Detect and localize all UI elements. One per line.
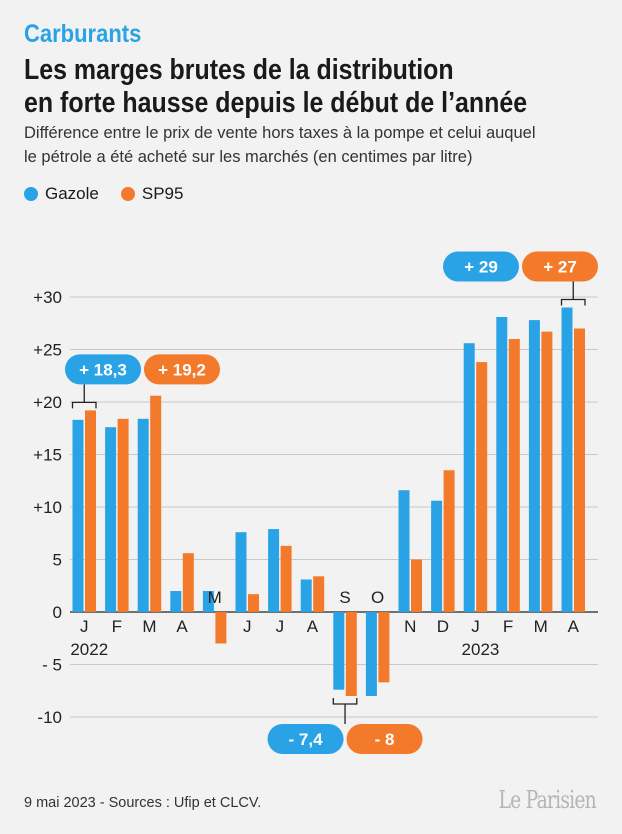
title-line-1: Les marges brutes de la distribution xyxy=(24,54,454,86)
bar-gazole xyxy=(398,490,410,612)
title-line-2: en forte hausse depuis le début de l’ann… xyxy=(24,87,528,119)
kicker: Carburants xyxy=(24,20,142,48)
y-tick-label: 5 xyxy=(53,551,62,570)
category-label: A xyxy=(568,617,580,636)
bar-gazole xyxy=(105,427,117,612)
legend-item-gazole: Gazole xyxy=(24,184,99,204)
source-note: 9 mai 2023 - Sources : Ufip et CLCV. xyxy=(24,795,262,811)
bar-sp95 xyxy=(280,545,292,612)
legend-swatch-gazole xyxy=(24,187,38,201)
legend-label-sp95: SP95 xyxy=(141,184,184,203)
category-label: J xyxy=(243,617,252,636)
bracket xyxy=(560,298,586,306)
bar-gazole xyxy=(333,612,345,690)
bar-sp95 xyxy=(508,339,520,612)
year-label: 2022 xyxy=(70,640,108,659)
category-label: F xyxy=(112,617,122,636)
category-label: J xyxy=(80,617,89,636)
bar-sp95 xyxy=(182,553,194,612)
bar-sp95 xyxy=(215,612,227,644)
legend: Gazole SP95 xyxy=(24,184,205,204)
subtitle-line-2: le pétrole a été acheté sur les marchés … xyxy=(24,148,473,166)
bar-gazole xyxy=(463,343,475,612)
value-label: + 29 xyxy=(464,258,498,277)
bar-sp95 xyxy=(541,331,553,612)
category-label: S xyxy=(339,588,350,607)
value-label: - 8 xyxy=(375,730,395,749)
value-pill-sp95 xyxy=(522,251,598,282)
category-label: M xyxy=(208,588,222,607)
bar-gazole xyxy=(365,612,377,696)
bar-gazole xyxy=(431,500,443,612)
bar-sp95 xyxy=(313,576,325,612)
bar-gazole xyxy=(268,529,280,612)
bar-sp95 xyxy=(248,594,259,612)
category-label: M xyxy=(534,617,548,636)
value-label: + 27 xyxy=(543,258,577,277)
bar-gazole xyxy=(137,418,149,612)
bar-sp95 xyxy=(443,470,455,612)
bar-sp95 xyxy=(411,559,422,612)
value-pill-sp95 xyxy=(144,354,220,385)
bar-gazole xyxy=(300,579,312,612)
value-label: + 19,2 xyxy=(158,360,206,379)
y-tick-label: +20 xyxy=(33,393,62,412)
subtitle-line-1: Différence entre le prix de vente hors t… xyxy=(24,124,536,142)
legend-label-gazole: Gazole xyxy=(45,184,99,203)
bar-sp95 xyxy=(378,612,390,683)
category-label: A xyxy=(307,617,319,636)
bar-gazole xyxy=(528,320,540,612)
category-label: F xyxy=(503,617,513,636)
y-tick-label: -10 xyxy=(37,708,62,727)
bar-sp95 xyxy=(150,395,162,612)
y-tick-label: 0 xyxy=(53,603,62,622)
category-label: J xyxy=(276,617,285,636)
value-label: - 7,4 xyxy=(289,730,324,749)
category-label: N xyxy=(404,617,416,636)
value-pill-gazole xyxy=(65,354,141,385)
year-label: 2023 xyxy=(462,640,500,659)
value-pill-gazole xyxy=(267,724,344,754)
chart-subtitle: Différence entre le prix de vente hors t… xyxy=(24,121,536,169)
value-pill-gazole xyxy=(443,251,519,282)
bar-gazole xyxy=(170,591,182,612)
bracket xyxy=(71,401,97,409)
publisher-logo: Le Parisien xyxy=(498,786,597,814)
bracket xyxy=(332,698,358,705)
bar-gazole xyxy=(561,307,573,612)
bar-sp95 xyxy=(117,418,129,612)
category-label: O xyxy=(371,588,384,607)
category-label: A xyxy=(176,617,188,636)
y-tick-label: +10 xyxy=(33,498,62,517)
bar-gazole xyxy=(72,419,84,612)
value-label: + 18,3 xyxy=(79,360,127,379)
y-tick-label: +25 xyxy=(33,341,62,360)
y-tick-label: +15 xyxy=(33,446,62,465)
bar-sp95 xyxy=(345,612,357,696)
value-pill-sp95 xyxy=(346,724,423,754)
bar-sp95 xyxy=(574,328,585,612)
y-tick-label: - 5 xyxy=(42,656,62,675)
chart-title: Les marges brutes de la distribution en … xyxy=(24,54,527,120)
bar-gazole xyxy=(235,532,247,612)
y-tick-label: +30 xyxy=(33,288,62,307)
bar-gazole xyxy=(202,591,214,612)
legend-item-sp95: SP95 xyxy=(120,184,184,204)
bar-sp95 xyxy=(85,410,96,612)
category-label: D xyxy=(437,617,449,636)
bar-gazole xyxy=(496,316,508,612)
category-label: M xyxy=(142,617,156,636)
category-label: J xyxy=(471,617,480,636)
legend-swatch-sp95 xyxy=(120,187,135,201)
bar-sp95 xyxy=(476,362,488,612)
